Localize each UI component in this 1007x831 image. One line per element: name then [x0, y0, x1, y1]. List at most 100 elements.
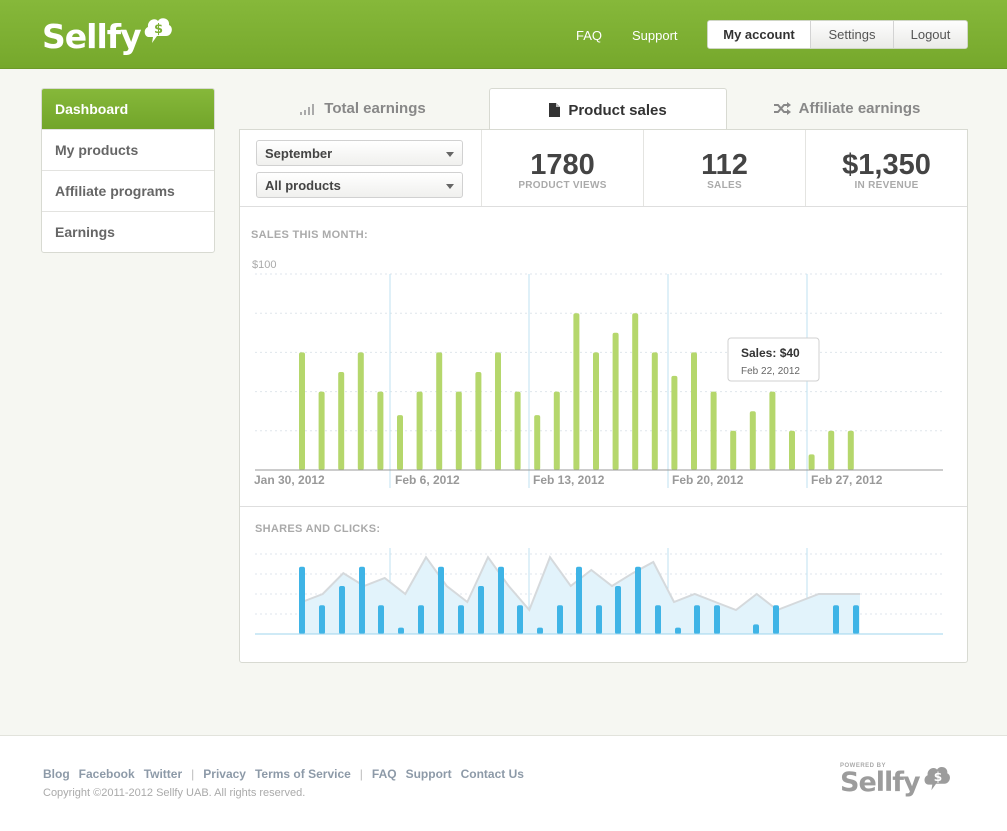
sales-chart-title: SALES THIS MONTH:: [251, 229, 368, 241]
sales-bar: [357, 352, 364, 470]
x-tick-label: Jan 30, 2012: [254, 473, 325, 487]
footer-link-privacy[interactable]: Privacy: [203, 767, 246, 781]
shares-bar: [675, 627, 681, 634]
product-select[interactable]: All products: [256, 172, 463, 198]
product-select-value: All products: [265, 178, 341, 193]
footer-link-support[interactable]: Support: [405, 767, 452, 781]
stat-value: 112: [701, 149, 748, 181]
shares-bar: [773, 605, 779, 634]
x-tick-label: Feb 27, 2012: [811, 473, 883, 487]
filters: September All products: [256, 140, 464, 204]
x-tick-label: Feb 6, 2012: [395, 473, 460, 487]
powered-by-text: POWERED BY: [840, 763, 887, 769]
shares-bar: [655, 605, 661, 634]
chevron-down-icon: [446, 152, 454, 157]
stat-label: IN REVENUE: [854, 180, 919, 191]
shares-bar: [378, 605, 384, 634]
shares-bar: [753, 624, 759, 634]
tab-bar: Total earnings Product sales Affiliate e…: [238, 88, 968, 131]
sales-bar: [495, 352, 501, 470]
tooltip-date: Feb 22, 2012: [741, 366, 800, 377]
sidebar-item-affiliate-programs[interactable]: Affiliate programs: [42, 170, 214, 211]
shares-bar: [714, 605, 720, 634]
sales-bar: [573, 313, 580, 470]
stat-product-views: 1780 PRODUCT VIEWS: [481, 130, 643, 206]
cloud-dollar-icon: $: [924, 766, 950, 790]
stat-value: $1,350: [842, 149, 931, 181]
sales-bar: [847, 430, 854, 470]
month-select[interactable]: September: [256, 140, 463, 166]
shares-bar: [299, 566, 305, 634]
sellfy-logo[interactable]: Sellfy $: [42, 14, 173, 58]
shares-chart: [255, 548, 943, 635]
tab-total-earnings[interactable]: Total earnings: [238, 88, 488, 129]
shares-bar: [557, 605, 563, 634]
shares-bar: [398, 627, 404, 634]
tooltip-box: [727, 337, 820, 382]
month-select-value: September: [265, 146, 333, 161]
logout-button[interactable]: Logout: [893, 21, 967, 48]
footer: [0, 736, 1007, 831]
powered-by-sellfy-logo[interactable]: POWERED BY Sellfy $: [840, 763, 952, 798]
shares-bar: [438, 566, 444, 634]
sidebar-item-my-products[interactable]: My products: [42, 129, 214, 170]
sales-chart: $100 Jan 30, 2012 Feb 6, 2012 Feb 13, 2012 F…: [252, 259, 943, 488]
stats-row: 1780 PRODUCT VIEWS 112 SALES $1,350 IN R…: [481, 130, 967, 206]
product-sales-panel: September All products 1780 PRODUCT VIEW…: [239, 129, 968, 663]
footer-link-faq[interactable]: FAQ: [371, 767, 397, 781]
my-account-button[interactable]: My account: [708, 21, 810, 48]
stat-value: 1780: [530, 149, 595, 181]
shares-bar: [537, 627, 543, 634]
footer-link-terms[interactable]: Terms of Service: [254, 767, 351, 781]
sales-bar: [534, 415, 541, 470]
cloud-dollar-icon: $: [144, 18, 172, 43]
svg-text:$: $: [933, 769, 941, 783]
copyright-text: Copyright ©2011-2012 Sellfy UAB. All rig…: [43, 787, 306, 799]
top-bar: Sellfy $ FAQ Support My account Settings…: [0, 0, 1007, 69]
powered-logo-text: Sellfy: [840, 767, 921, 798]
stat-label: SALES: [707, 180, 742, 191]
shares-bar: [458, 605, 464, 634]
footer-link-contact[interactable]: Contact Us: [460, 767, 524, 781]
shares-bar: [478, 586, 484, 634]
shares-bar: [576, 566, 582, 634]
shuffle-icon: [773, 102, 791, 115]
sales-bar: [730, 430, 737, 470]
divider: [240, 506, 967, 507]
sidebar-item-dashboard[interactable]: Dashboard: [42, 89, 214, 129]
powered-logo: Sellfy $: [840, 766, 952, 798]
sales-bar: [397, 415, 403, 470]
sales-bar: [299, 352, 305, 470]
sales-bar: [593, 352, 599, 470]
footer-separator: |: [191, 767, 195, 781]
chevron-down-icon: [446, 184, 454, 189]
shares-bar: [853, 605, 859, 634]
sidebar-item-earnings[interactable]: Earnings: [42, 211, 214, 252]
support-link[interactable]: Support: [632, 28, 678, 43]
tab-label: Total earnings: [324, 100, 426, 117]
bar-chart-icon: [300, 103, 315, 115]
shares-bar: [339, 586, 345, 634]
footer-link-blog[interactable]: Blog: [43, 767, 70, 781]
tab-label: Product sales: [568, 101, 667, 119]
shares-bar: [517, 605, 523, 634]
sales-bar: [671, 375, 678, 470]
faq-link[interactable]: FAQ: [576, 28, 603, 43]
y-axis-label: $100: [252, 259, 276, 271]
footer-link-facebook[interactable]: Facebook: [78, 767, 135, 781]
tab-product-sales[interactable]: Product sales: [489, 88, 727, 131]
tab-label: Affiliate earnings: [798, 100, 921, 117]
shares-bar: [498, 566, 504, 634]
stat-sales: 112 SALES: [643, 130, 805, 206]
sales-bar: [338, 372, 345, 470]
stat-label: PRODUCT VIEWS: [518, 180, 607, 191]
tab-affiliate-earnings[interactable]: Affiliate earnings: [726, 88, 968, 129]
document-icon: [549, 103, 561, 117]
shares-chart-title: SHARES AND CLICKS:: [255, 523, 381, 535]
account-button-group: My account Settings Logout: [707, 20, 968, 49]
sidebar-nav: Dashboard My products Affiliate programs…: [41, 88, 215, 253]
footer-links: Blog Facebook Twitter | Privacy Terms of…: [43, 767, 533, 781]
shares-bar: [694, 605, 700, 634]
settings-button[interactable]: Settings: [810, 21, 893, 48]
footer-link-twitter[interactable]: Twitter: [143, 767, 183, 781]
